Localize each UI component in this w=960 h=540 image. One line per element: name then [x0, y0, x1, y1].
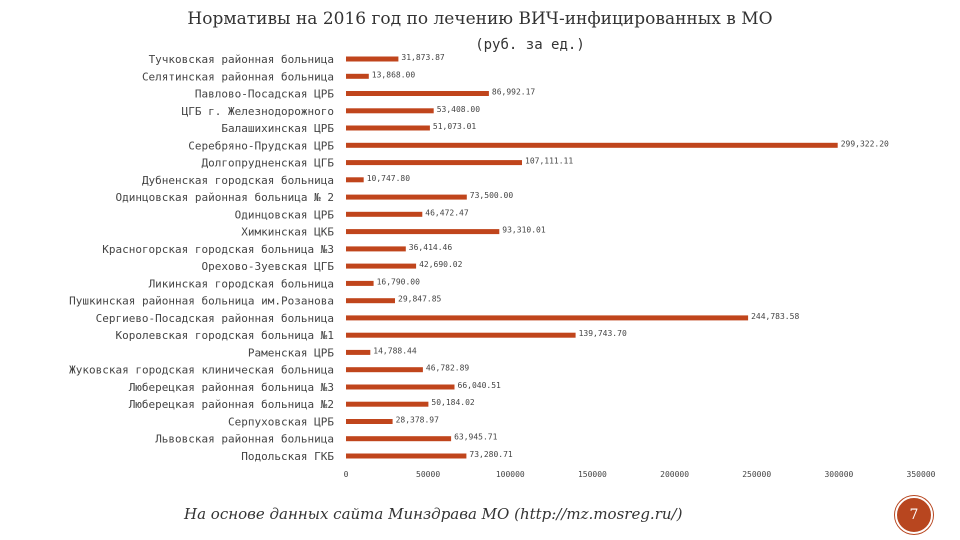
category-label: Подольская ГКБ — [241, 450, 334, 463]
data-label: 50,184.02 — [431, 398, 475, 407]
x-tick-label: 50000 — [416, 470, 440, 479]
data-label: 14,788.44 — [373, 346, 417, 355]
data-label: 46,782.89 — [426, 364, 470, 373]
x-tick-label: 300000 — [824, 470, 853, 479]
bar — [346, 73, 369, 79]
bar — [346, 263, 417, 269]
page-number-badge: 7 — [895, 496, 933, 534]
bar — [346, 419, 393, 424]
category-label: Одинцовская районная больница № 2 — [115, 191, 334, 204]
x-axis-ticks: 0 50000 100000 150000 200000 250000 300000 3500… — [344, 470, 936, 479]
data-label: 66,040.51 — [458, 381, 502, 390]
bars-group — [346, 56, 838, 459]
data-label: 16,790.00 — [377, 277, 421, 286]
bar — [346, 298, 395, 304]
category-label: Жуковская городская клиническая больница — [69, 364, 334, 377]
bar — [346, 56, 399, 62]
data-label: 86,992.17 — [492, 88, 536, 97]
data-label: 13,868.00 — [372, 70, 416, 79]
x-tick-label: 150000 — [578, 470, 607, 479]
category-label: Одинцовская ЦРБ — [235, 208, 335, 221]
category-label: Ликинская городская больница — [149, 277, 334, 290]
category-label: Серпуховская ЦРБ — [228, 416, 334, 429]
category-label: Дубненская городская больница — [142, 174, 334, 187]
source-footer: На основе данных сайта Минздрава МО (htt… — [184, 505, 683, 523]
data-label: 51,073.01 — [433, 122, 477, 131]
data-label: 42,690.02 — [419, 260, 463, 269]
x-tick-label: 250000 — [742, 470, 771, 479]
data-label: 29,847.85 — [398, 295, 442, 304]
category-label: Пушкинская районная больница им.Розанова — [69, 295, 334, 308]
bar — [346, 142, 838, 148]
value-labels: 31,873.87 13,868.00 86,992.17 53,408.00 51,0… — [367, 53, 889, 459]
bar — [346, 246, 406, 252]
category-labels: Тучковская районная больница Селятинская … — [69, 53, 334, 463]
slide-title: Нормативы на 2016 год по лечению ВИЧ-инф… — [187, 9, 773, 29]
category-label: Красногорская городская больница №3 — [102, 243, 334, 256]
x-tick-label: 100000 — [496, 470, 525, 479]
category-label: Химкинская ЦКБ — [241, 226, 334, 239]
category-label: Львовская районная больница — [155, 433, 334, 446]
category-label: Орехово-Зуевская ЦГБ — [202, 260, 335, 273]
category-label: Королевская городская больница №1 — [115, 329, 334, 342]
x-tick-label: 0 — [344, 470, 349, 479]
bar — [346, 436, 452, 442]
bar — [346, 349, 371, 355]
bar — [346, 108, 434, 114]
bar — [346, 332, 576, 338]
category-label: Балашихинская ЦРБ — [221, 122, 334, 135]
data-label: 36,414.46 — [409, 243, 453, 252]
category-label: Люберецкая районная больница №3 — [129, 381, 334, 394]
bar — [346, 91, 489, 96]
bar — [346, 453, 467, 459]
bar — [346, 125, 430, 131]
category-label: Сергиево-Посадская районная больница — [96, 312, 334, 325]
bar — [346, 280, 374, 286]
bar — [346, 177, 364, 183]
bar — [346, 160, 522, 166]
bar — [346, 229, 500, 235]
category-label: Серебряно-Прудская ЦРБ — [188, 139, 334, 152]
data-label: 73,280.71 — [469, 450, 513, 459]
bar — [346, 367, 423, 373]
data-label: 139,743.70 — [579, 329, 627, 338]
data-label: 46,472.47 — [425, 208, 469, 217]
x-tick-label: 350000 — [907, 470, 936, 479]
bar — [346, 315, 749, 321]
bar — [346, 194, 467, 200]
category-label: Тучковская районная больница — [149, 53, 334, 66]
data-label: 244,783.58 — [751, 312, 799, 321]
bar — [346, 384, 455, 390]
slide-subtitle: (руб. за ед.) — [475, 37, 585, 53]
data-label: 93,310.01 — [502, 226, 546, 235]
category-label: Селятинская районная больница — [142, 70, 334, 83]
x-tick-label: 200000 — [660, 470, 689, 479]
category-label: Раменская ЦРБ — [248, 346, 334, 359]
category-label: ЦГБ г. Железнодорожного — [182, 105, 334, 118]
data-label: 107,111.11 — [525, 157, 573, 166]
bar — [346, 401, 429, 407]
category-label: Долгопрудненская ЦГБ — [202, 157, 335, 170]
category-label: Люберецкая районная больница №2 — [129, 398, 334, 411]
data-label: 10,747.80 — [367, 174, 411, 183]
category-label: Павлово-Посадская ЦРБ — [195, 88, 334, 101]
bar — [346, 211, 423, 217]
data-label: 28,378.97 — [396, 416, 440, 425]
data-label: 31,873.87 — [401, 53, 445, 62]
data-label: 73,500.00 — [470, 191, 514, 200]
data-label: 53,408.00 — [437, 105, 481, 114]
data-label: 299,322.20 — [841, 139, 889, 148]
data-label: 63,945.71 — [454, 433, 498, 442]
